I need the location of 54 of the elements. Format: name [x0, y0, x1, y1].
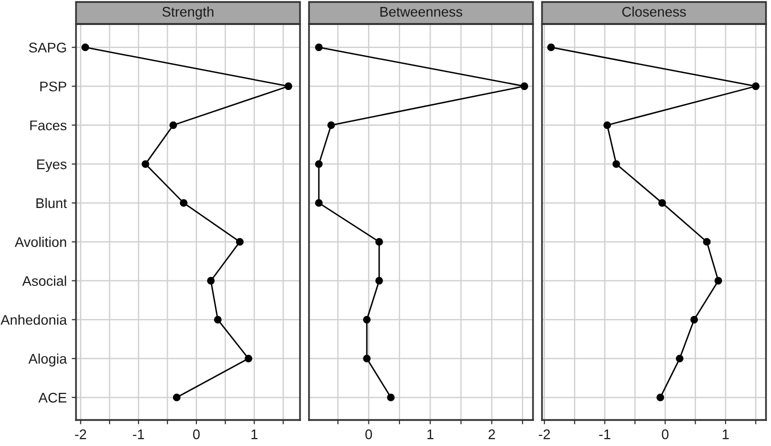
y-tick-label: PSP — [40, 82, 66, 92]
y-tick-label: ACE — [38, 392, 66, 403]
point — [363, 316, 371, 324]
x-tick-label: -2 — [538, 429, 550, 440]
point — [375, 238, 383, 246]
x-tick-label: 0 — [365, 429, 372, 440]
point — [315, 160, 323, 168]
x-tick-label: 0 — [193, 429, 200, 440]
point — [172, 394, 181, 402]
x-tick-label: 1 — [427, 430, 434, 440]
x-tick-label: 2 — [488, 429, 495, 440]
x-tick-label: -1 — [599, 430, 610, 440]
x-tick-label: 1 — [251, 430, 258, 440]
point — [703, 238, 711, 246]
point — [327, 121, 335, 129]
y-tick-label: Avolition — [14, 236, 66, 248]
x-tick-label: 1 — [722, 430, 729, 440]
point — [315, 199, 323, 207]
point — [656, 394, 664, 402]
x-tick-label: -1 — [132, 430, 144, 440]
point — [612, 160, 620, 168]
point — [690, 316, 698, 324]
chart-title: Betweenness — [380, 7, 462, 17]
point — [214, 316, 222, 324]
point — [81, 44, 90, 52]
point — [284, 82, 292, 90]
point — [236, 238, 244, 246]
point — [603, 121, 612, 129]
chart-title: Strength — [162, 6, 214, 20]
point — [180, 199, 188, 207]
point — [547, 44, 555, 52]
point — [387, 394, 395, 402]
point — [520, 82, 528, 90]
y-tick-label: Asocial — [22, 276, 66, 286]
point — [658, 199, 666, 207]
point — [142, 160, 150, 168]
point — [207, 276, 215, 285]
y-tick-label: Alogia — [28, 354, 67, 366]
point — [244, 354, 252, 362]
chart-title: Closeness — [622, 6, 686, 17]
y-tick-label: Anhedonia — [0, 314, 67, 325]
point — [363, 354, 371, 362]
point — [676, 354, 684, 362]
point — [714, 276, 722, 285]
y-tick-label: Faces — [30, 120, 66, 130]
y-tick-label: Blunt — [36, 198, 67, 208]
point — [375, 276, 383, 285]
point — [315, 44, 323, 52]
x-tick-label: -2 — [75, 429, 86, 440]
y-tick-label: Eyes — [37, 160, 66, 172]
point — [169, 121, 178, 129]
x-tick-label: 0 — [662, 429, 668, 440]
point — [752, 82, 760, 90]
y-tick-label: SAPG — [29, 42, 66, 53]
